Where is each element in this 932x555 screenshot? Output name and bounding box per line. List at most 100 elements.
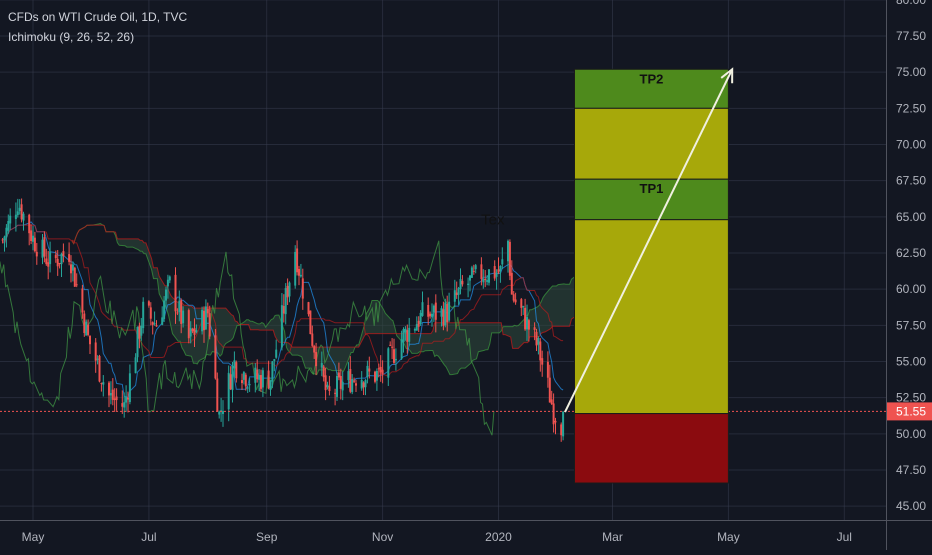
y-tick-label: 77.50 bbox=[896, 29, 926, 43]
candle-body bbox=[85, 321, 88, 336]
candle-body bbox=[362, 382, 365, 388]
candle-body bbox=[364, 380, 367, 388]
candle-body bbox=[379, 366, 382, 373]
candle-body bbox=[296, 248, 299, 273]
candle-body bbox=[444, 302, 447, 326]
candle-body bbox=[493, 266, 496, 279]
candle-body bbox=[307, 302, 310, 315]
candle-body bbox=[58, 263, 61, 265]
candle-body bbox=[89, 335, 91, 345]
candle-body bbox=[320, 363, 323, 368]
candle-body bbox=[280, 305, 283, 348]
candle-body bbox=[98, 355, 101, 382]
candle-body bbox=[260, 375, 262, 389]
candle-body bbox=[432, 305, 435, 313]
candle-body bbox=[526, 317, 528, 330]
position-zones[interactable]: TP2 TP1 bbox=[574, 68, 729, 484]
candle-body bbox=[374, 371, 376, 382]
candle-body bbox=[552, 403, 555, 425]
symbol-title[interactable]: CFDs on WTI Crude Oil, 1D, TVC bbox=[8, 10, 188, 24]
candle-body bbox=[286, 285, 289, 298]
candle-body bbox=[214, 335, 217, 379]
candle-body bbox=[550, 399, 553, 405]
y-tick-label: 60.00 bbox=[896, 282, 926, 296]
candle-body bbox=[56, 258, 59, 267]
candle-body bbox=[18, 207, 21, 211]
candle-body bbox=[233, 360, 236, 369]
candle-body bbox=[472, 270, 475, 272]
candle-body bbox=[47, 262, 50, 267]
candle-body bbox=[182, 310, 185, 324]
candle-body bbox=[231, 365, 234, 391]
candle-body bbox=[554, 420, 557, 423]
candle-body bbox=[522, 306, 525, 308]
candle-body bbox=[459, 279, 462, 289]
candle-body bbox=[1, 239, 4, 241]
candle-body bbox=[113, 398, 116, 401]
candle-body bbox=[431, 313, 433, 317]
candle-body bbox=[222, 411, 224, 414]
candle-body bbox=[22, 213, 25, 221]
candle-body bbox=[313, 346, 316, 353]
zone-label-tp1: TP1 bbox=[640, 181, 664, 196]
candle-body bbox=[204, 306, 207, 330]
candle-body bbox=[341, 381, 344, 391]
candle-body bbox=[30, 230, 33, 242]
candle-body bbox=[394, 358, 397, 361]
candle-body bbox=[337, 372, 340, 378]
chart-annotations[interactable]: Tex bbox=[481, 212, 505, 229]
candle-body bbox=[440, 308, 443, 317]
candle-body bbox=[96, 358, 99, 360]
candle-body bbox=[123, 402, 126, 408]
x-tick-label: Nov bbox=[372, 530, 393, 544]
candle-body bbox=[73, 267, 76, 287]
candle-body bbox=[9, 215, 12, 224]
candle-body bbox=[453, 290, 456, 302]
y-tick-label: 80.00 bbox=[896, 0, 926, 7]
candle-body bbox=[402, 329, 405, 342]
candle-body bbox=[242, 372, 245, 380]
candle-body bbox=[541, 358, 544, 365]
candle-body bbox=[514, 299, 517, 303]
candle-body bbox=[288, 282, 291, 297]
last-price-tag bbox=[887, 402, 932, 421]
projection-arrow[interactable] bbox=[564, 67, 734, 413]
indicator-label[interactable]: Ichimoku (9, 26, 52, 26) bbox=[8, 30, 135, 44]
candle-body bbox=[480, 264, 483, 280]
x-tick-label: Mar bbox=[602, 530, 623, 544]
candle-body bbox=[284, 288, 287, 315]
candle-body bbox=[315, 352, 318, 367]
candle-body bbox=[206, 308, 209, 314]
arrow-head bbox=[720, 67, 734, 84]
candle-body bbox=[322, 366, 325, 378]
candle-body bbox=[16, 211, 19, 216]
x-tick-label: Sep bbox=[256, 530, 278, 544]
candle-body bbox=[241, 380, 243, 384]
candle-body bbox=[178, 300, 181, 313]
candle-body bbox=[128, 373, 131, 403]
candle-body bbox=[147, 301, 150, 306]
candle-body bbox=[417, 320, 420, 327]
chikou-span-line bbox=[0, 240, 495, 436]
candle-body bbox=[54, 254, 57, 259]
candle-body bbox=[165, 289, 167, 301]
candle-body bbox=[220, 410, 223, 412]
candle-body bbox=[174, 274, 177, 312]
candle-body bbox=[256, 369, 259, 380]
candle-body bbox=[404, 328, 407, 333]
candle-body bbox=[560, 424, 563, 436]
candle-body bbox=[488, 269, 490, 283]
candle-body bbox=[193, 328, 196, 335]
candle-body bbox=[62, 251, 65, 257]
candle-body bbox=[149, 307, 152, 319]
candle-body bbox=[353, 380, 356, 382]
candle-body bbox=[482, 279, 485, 283]
candle-body bbox=[533, 327, 536, 330]
y-tick-label: 75.00 bbox=[896, 65, 926, 79]
candle-body bbox=[455, 292, 458, 296]
candle-body bbox=[273, 359, 276, 361]
candle-body bbox=[138, 325, 141, 339]
